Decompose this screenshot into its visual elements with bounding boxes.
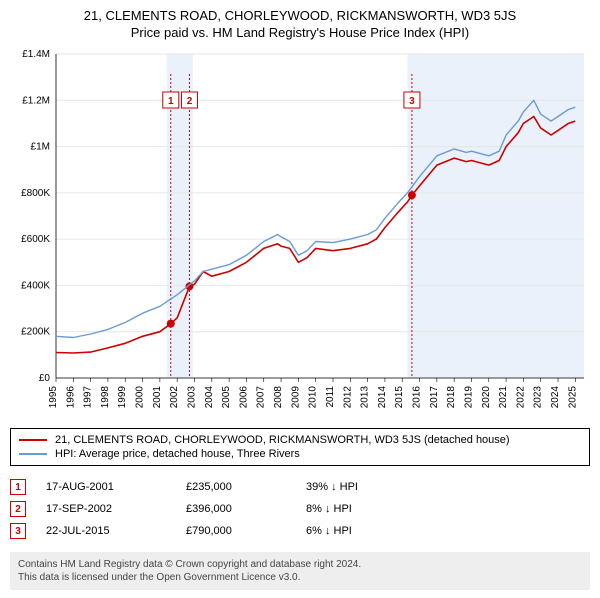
svg-text:2003: 2003 bbox=[186, 386, 197, 409]
svg-text:£200K: £200K bbox=[21, 327, 50, 338]
svg-text:3: 3 bbox=[409, 96, 415, 107]
marker-delta: 6% ↓ HPI bbox=[306, 525, 426, 537]
marker-row: 2 17-SEP-2002 £396,000 8% ↓ HPI bbox=[10, 498, 590, 520]
legend-item: HPI: Average price, detached house, Thre… bbox=[19, 447, 581, 461]
marker-date: 17-AUG-2001 bbox=[46, 481, 166, 493]
svg-text:2023: 2023 bbox=[533, 386, 544, 409]
svg-text:2017: 2017 bbox=[429, 386, 440, 409]
svg-text:£1.4M: £1.4M bbox=[22, 49, 50, 60]
svg-text:1997: 1997 bbox=[83, 386, 94, 409]
svg-text:2019: 2019 bbox=[463, 386, 474, 409]
svg-text:2012: 2012 bbox=[342, 386, 353, 409]
svg-text:2: 2 bbox=[187, 96, 193, 107]
svg-text:1999: 1999 bbox=[117, 386, 128, 409]
chart-title: 21, CLEMENTS ROAD, CHORLEYWOOD, RICKMANS… bbox=[10, 8, 590, 23]
svg-text:2010: 2010 bbox=[308, 386, 319, 409]
svg-text:2015: 2015 bbox=[394, 386, 405, 409]
svg-text:2025: 2025 bbox=[567, 386, 578, 409]
marker-date: 22-JUL-2015 bbox=[46, 525, 166, 537]
marker-badge: 2 bbox=[10, 501, 26, 517]
svg-text:£400K: £400K bbox=[21, 280, 50, 291]
svg-text:2021: 2021 bbox=[498, 386, 509, 409]
svg-text:2004: 2004 bbox=[204, 386, 215, 409]
svg-text:2009: 2009 bbox=[290, 386, 301, 409]
legend-item: 21, CLEMENTS ROAD, CHORLEYWOOD, RICKMANS… bbox=[19, 433, 581, 447]
legend-swatch bbox=[19, 453, 47, 455]
svg-text:2013: 2013 bbox=[360, 386, 371, 409]
title-block: 21, CLEMENTS ROAD, CHORLEYWOOD, RICKMANS… bbox=[10, 8, 590, 40]
chart-svg: £0 £200K £400K £600K £800K £1M £1.2M £1.4M 1995 1… bbox=[10, 48, 590, 418]
page: 21, CLEMENTS ROAD, CHORLEYWOOD, RICKMANS… bbox=[0, 0, 600, 598]
marker-badge: 1 bbox=[10, 479, 26, 495]
footer-line: Contains HM Land Registry data © Crown c… bbox=[18, 558, 582, 571]
footer-line: This data is licensed under the Open Gov… bbox=[18, 571, 582, 584]
svg-text:2018: 2018 bbox=[446, 386, 457, 409]
marker-price: £790,000 bbox=[186, 525, 286, 537]
svg-text:2024: 2024 bbox=[550, 386, 561, 409]
svg-text:2000: 2000 bbox=[135, 386, 146, 409]
svg-text:1998: 1998 bbox=[100, 386, 111, 409]
svg-text:£1.2M: £1.2M bbox=[22, 95, 50, 106]
marker-price: £235,000 bbox=[186, 481, 286, 493]
svg-text:£1M: £1M bbox=[31, 142, 50, 153]
legend-label: HPI: Average price, detached house, Thre… bbox=[55, 448, 300, 460]
svg-text:1: 1 bbox=[168, 96, 174, 107]
svg-text:£0: £0 bbox=[39, 373, 51, 384]
svg-text:1995: 1995 bbox=[48, 386, 59, 409]
legend-label: 21, CLEMENTS ROAD, CHORLEYWOOD, RICKMANS… bbox=[55, 434, 510, 446]
marker-delta: 8% ↓ HPI bbox=[306, 503, 426, 515]
marker-row: 1 17-AUG-2001 £235,000 39% ↓ HPI bbox=[10, 476, 590, 498]
svg-text:£600K: £600K bbox=[21, 234, 50, 245]
legend: 21, CLEMENTS ROAD, CHORLEYWOOD, RICKMANS… bbox=[10, 428, 590, 466]
svg-text:2002: 2002 bbox=[169, 386, 180, 409]
svg-text:2011: 2011 bbox=[325, 386, 336, 408]
svg-text:1996: 1996 bbox=[65, 386, 76, 409]
marker-table: 1 17-AUG-2001 £235,000 39% ↓ HPI 2 17-SE… bbox=[10, 476, 590, 542]
marker-row: 3 22-JUL-2015 £790,000 6% ↓ HPI bbox=[10, 520, 590, 542]
footer: Contains HM Land Registry data © Crown c… bbox=[10, 552, 590, 590]
chart: £0 £200K £400K £600K £800K £1M £1.2M £1.4M 1995 1… bbox=[10, 48, 590, 418]
svg-text:2005: 2005 bbox=[221, 386, 232, 409]
svg-text:2007: 2007 bbox=[256, 386, 267, 409]
svg-text:2001: 2001 bbox=[152, 386, 163, 409]
svg-text:2016: 2016 bbox=[412, 386, 423, 409]
svg-text:2022: 2022 bbox=[515, 386, 526, 409]
marker-delta: 39% ↓ HPI bbox=[306, 481, 426, 493]
svg-text:2006: 2006 bbox=[238, 386, 249, 409]
svg-text:£800K: £800K bbox=[21, 188, 50, 199]
svg-text:2014: 2014 bbox=[377, 386, 388, 409]
marker-date: 17-SEP-2002 bbox=[46, 503, 166, 515]
marker-price: £396,000 bbox=[186, 503, 286, 515]
svg-text:2008: 2008 bbox=[273, 386, 284, 409]
legend-swatch bbox=[19, 439, 47, 441]
svg-text:2020: 2020 bbox=[481, 386, 492, 409]
marker-badge: 3 bbox=[10, 523, 26, 539]
chart-subtitle: Price paid vs. HM Land Registry's House … bbox=[10, 25, 590, 40]
